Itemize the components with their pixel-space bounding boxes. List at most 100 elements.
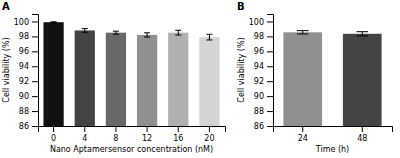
bar [283, 32, 322, 126]
x-tick-mark [53, 126, 54, 132]
y-tick: 98 [254, 32, 273, 41]
x-axis: 0 4 8 12 16 20 [39, 126, 226, 143]
y-tick-label: 94 [19, 62, 29, 71]
y-tick: 94 [19, 62, 38, 71]
y-tick: 86 [254, 122, 273, 131]
y-tick: 96 [254, 47, 273, 56]
y-tick-mark [32, 66, 38, 67]
error-bar-cap [144, 36, 150, 37]
error-bar-cap [356, 35, 368, 36]
x-tick: 16 [173, 126, 183, 143]
error-bar [113, 31, 119, 34]
bar [343, 34, 382, 126]
chart: 86889092949698100048121620Nano Aptamerse… [0, 0, 400, 158]
error-bar [144, 33, 150, 37]
y-tick-mark [267, 21, 273, 22]
x-tick: 48 [357, 126, 367, 143]
y-tick-label: 92 [19, 77, 29, 86]
y-tick-label: 100 [249, 18, 264, 27]
y-tick-label: 86 [19, 122, 29, 131]
error-bar [82, 29, 88, 33]
y-tick: 88 [19, 107, 38, 116]
error-bar-cap [175, 30, 181, 31]
y-tick: 86 [19, 122, 38, 131]
error-bar [297, 31, 309, 34]
y-tick-label: 98 [254, 32, 264, 41]
error-bar-cap [175, 35, 181, 36]
error-bar-cap [206, 34, 212, 35]
y-tick-label: 98 [19, 32, 29, 41]
error-bar-cap [297, 30, 309, 31]
y-tick-label: 86 [254, 122, 264, 131]
y-axis: 86 88 90 92 94 96 98 100 [14, 15, 39, 132]
x-tick-label: 12 [142, 134, 152, 143]
error-bar-cap [82, 28, 88, 29]
panel-label: A [2, 1, 10, 12]
error-bar-stem [209, 34, 210, 40]
bar [137, 35, 157, 126]
y-tick-label: 92 [254, 77, 264, 86]
y-tick-mark [32, 51, 38, 52]
x-tick-label: 24 [298, 134, 308, 143]
x-tick-mark [209, 126, 210, 132]
y-tick-label: 90 [254, 92, 264, 101]
y-tick-mark [267, 81, 273, 82]
y-tick-mark [32, 96, 38, 97]
y-tick: 98 [19, 32, 38, 41]
y-tick-label: 96 [254, 47, 264, 56]
y-tick: 96 [19, 47, 38, 56]
error-bar-stem [147, 33, 148, 37]
y-tick: 100 [14, 18, 38, 27]
error-bar [356, 32, 368, 36]
error-bar [206, 34, 212, 40]
y-tick: 94 [254, 62, 273, 71]
bar [199, 37, 219, 126]
y-tick-mark [32, 111, 38, 112]
y-tick-mark [267, 36, 273, 37]
error-bar-cap [51, 22, 57, 23]
x-axis-title: Nano Aptamersensor concentration (nM) [50, 145, 213, 154]
y-axis-title: Cell viability (%) [2, 37, 11, 102]
panel: 868890929496981002448Time (h)Cell viabil… [237, 1, 393, 158]
error-bar-cap [206, 39, 212, 40]
error-bar-cap [297, 33, 309, 34]
plot-area [283, 31, 381, 126]
error-bar-cap [113, 31, 119, 32]
x-axis-line [274, 127, 393, 133]
x-tick-label: 4 [82, 134, 87, 143]
x-tick: 24 [298, 126, 308, 143]
x-tick-mark [84, 126, 85, 132]
error-bar-cap [51, 21, 57, 22]
y-axis: 86 88 90 92 94 96 98 100 [249, 15, 274, 132]
bar [75, 30, 95, 126]
x-axis: 24 48 [274, 126, 393, 143]
x-tick-mark [147, 126, 148, 132]
y-tick-mark [32, 81, 38, 82]
x-tick: 0 [51, 126, 56, 143]
x-tick: 8 [113, 126, 118, 143]
y-tick-mark [32, 36, 38, 37]
panel: 86 88 90 92 94 96 98 100 0 4 8 12 16 20 Nano Aptamerse… [2, 1, 226, 158]
error-bar-cap [356, 31, 368, 32]
bar [43, 22, 63, 126]
y-tick-mark [32, 21, 38, 22]
x-tick: 12 [142, 126, 152, 143]
y-tick-mark [267, 66, 273, 67]
y-tick-label: 90 [19, 92, 29, 101]
y-tick-label: 88 [19, 107, 29, 116]
y-tick-mark [32, 126, 38, 127]
x-tick-label: 20 [204, 134, 214, 143]
x-tick-mark [302, 126, 303, 132]
x-tick-label: 8 [113, 134, 118, 143]
y-tick-mark [267, 51, 273, 52]
y-tick: 90 [254, 92, 273, 101]
y-tick: 90 [19, 92, 38, 101]
y-tick: 88 [254, 107, 273, 116]
y-tick-mark [267, 96, 273, 97]
y-tick-label: 100 [14, 18, 29, 27]
error-bar-cap [144, 32, 150, 33]
y-tick-label: 94 [254, 62, 264, 71]
x-tick-mark [362, 126, 363, 132]
x-axis-line [39, 127, 226, 133]
x-tick-mark [178, 126, 179, 132]
